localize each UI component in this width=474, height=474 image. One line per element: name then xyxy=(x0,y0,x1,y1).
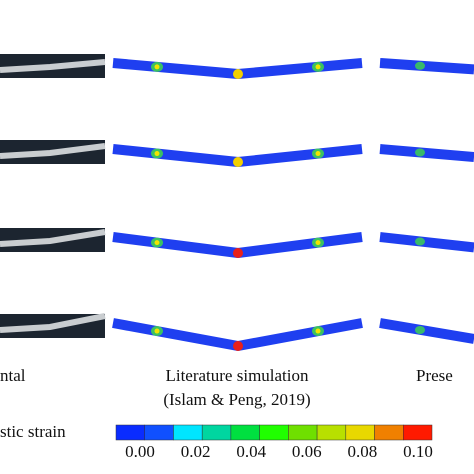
present-beam xyxy=(379,144,474,162)
colorbar-tick-label: 0.08 xyxy=(348,442,378,461)
colorbar-segment xyxy=(288,424,318,441)
strain-spot xyxy=(154,151,160,157)
photo-specimen xyxy=(0,313,106,333)
colorbar-tick-label: 0.04 xyxy=(236,442,266,461)
strain-spot xyxy=(154,328,160,334)
colorbar-segment xyxy=(115,424,145,441)
colorbar: 0.00 0.02 0.04 0.06 0.08 0.10 xyxy=(115,424,433,461)
colorbar-tick-label: 0.10 xyxy=(403,442,433,461)
colorbar-segment xyxy=(316,424,347,441)
strain-spot xyxy=(415,148,425,157)
colorbar-tick-label: 0.02 xyxy=(181,442,211,461)
strain-spot xyxy=(315,240,321,246)
strain-spot xyxy=(154,64,160,70)
present-beam xyxy=(379,58,474,75)
colorbar-segment xyxy=(201,424,232,441)
strain-spot xyxy=(415,326,425,334)
strain-spot xyxy=(315,328,321,334)
colorbar-label: stic strain xyxy=(0,422,66,441)
colorbar-tick-label: 0.00 xyxy=(125,442,155,461)
strain-spot xyxy=(233,157,243,167)
colorbar-segment xyxy=(403,424,433,441)
colorbar-segment xyxy=(230,424,260,441)
photo-specimen xyxy=(0,229,106,247)
column-label-present: Prese xyxy=(416,366,453,385)
present-beam xyxy=(379,318,474,344)
strain-spot xyxy=(233,248,243,258)
strain-spot xyxy=(154,240,160,246)
colorbar-segment xyxy=(345,424,375,441)
photo-specimen xyxy=(0,59,106,73)
strain-spot xyxy=(233,69,243,79)
citation: (Islam & Peng, 2019) xyxy=(163,390,310,409)
colorbar-tick-label: 0.06 xyxy=(292,442,322,461)
present-beam xyxy=(379,232,474,253)
colorbar-segment xyxy=(259,424,289,441)
strain-spot xyxy=(315,64,321,70)
strain-spot xyxy=(315,151,321,157)
column-label-experimental: ntal xyxy=(0,366,26,385)
column-label-literature: Literature simulation xyxy=(165,366,309,385)
colorbar-segment xyxy=(374,424,404,441)
strain-spot xyxy=(233,341,243,351)
photo-specimen xyxy=(0,143,106,159)
strain-spot xyxy=(415,61,425,70)
colorbar-segment xyxy=(173,424,203,441)
specimen-rows xyxy=(0,54,474,351)
colorbar-segment xyxy=(144,424,174,441)
strain-spot xyxy=(415,237,425,246)
